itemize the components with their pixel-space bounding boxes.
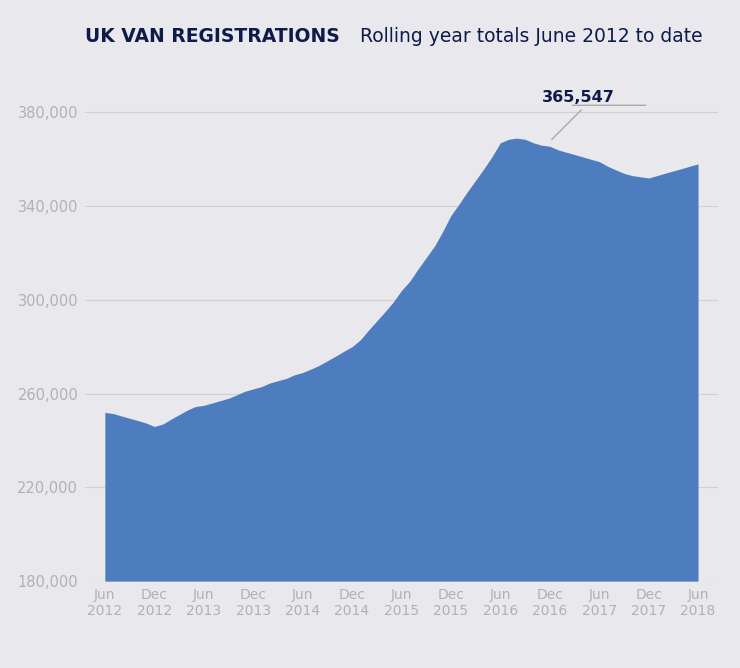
Text: UK VAN REGISTRATIONS: UK VAN REGISTRATIONS [85, 27, 340, 46]
Text: Rolling year totals June 2012 to date: Rolling year totals June 2012 to date [354, 27, 702, 46]
Text: 365,547: 365,547 [542, 90, 615, 140]
